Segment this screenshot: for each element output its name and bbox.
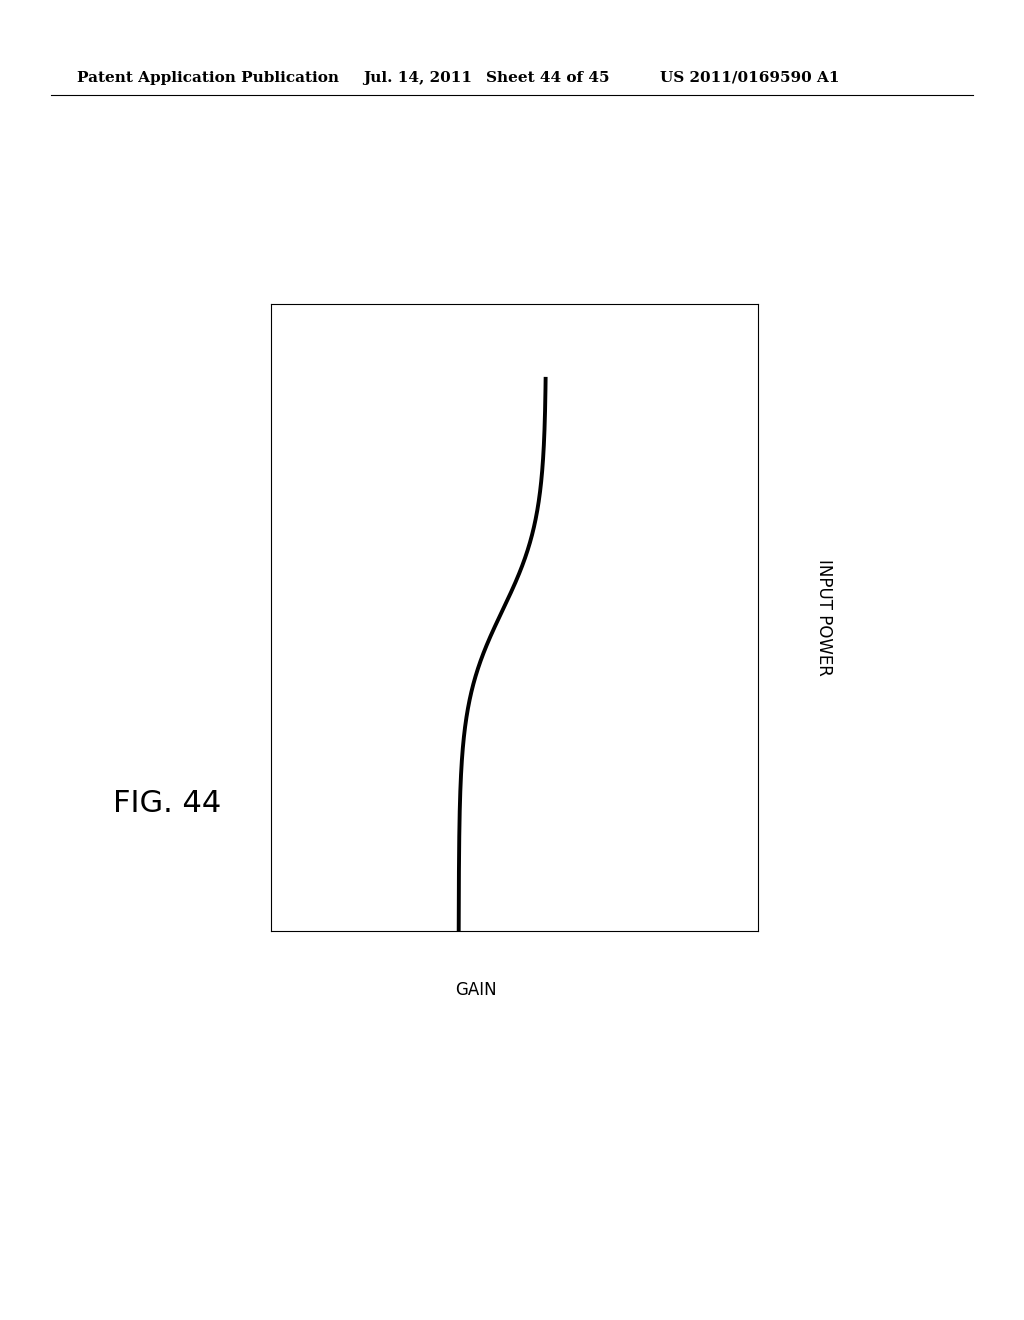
Text: Jul. 14, 2011: Jul. 14, 2011 xyxy=(364,71,472,84)
Text: INPUT POWER: INPUT POWER xyxy=(815,558,834,676)
Text: FIG. 44: FIG. 44 xyxy=(113,789,221,818)
Text: US 2011/0169590 A1: US 2011/0169590 A1 xyxy=(660,71,840,84)
Text: Sheet 44 of 45: Sheet 44 of 45 xyxy=(486,71,610,84)
Text: Patent Application Publication: Patent Application Publication xyxy=(77,71,339,84)
Text: GAIN: GAIN xyxy=(455,981,497,999)
